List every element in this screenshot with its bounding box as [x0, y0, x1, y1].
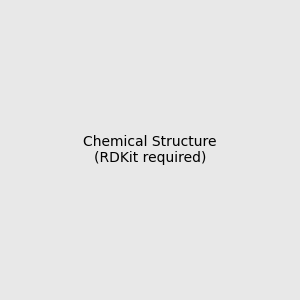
- Text: Chemical Structure
(RDKit required): Chemical Structure (RDKit required): [83, 135, 217, 165]
